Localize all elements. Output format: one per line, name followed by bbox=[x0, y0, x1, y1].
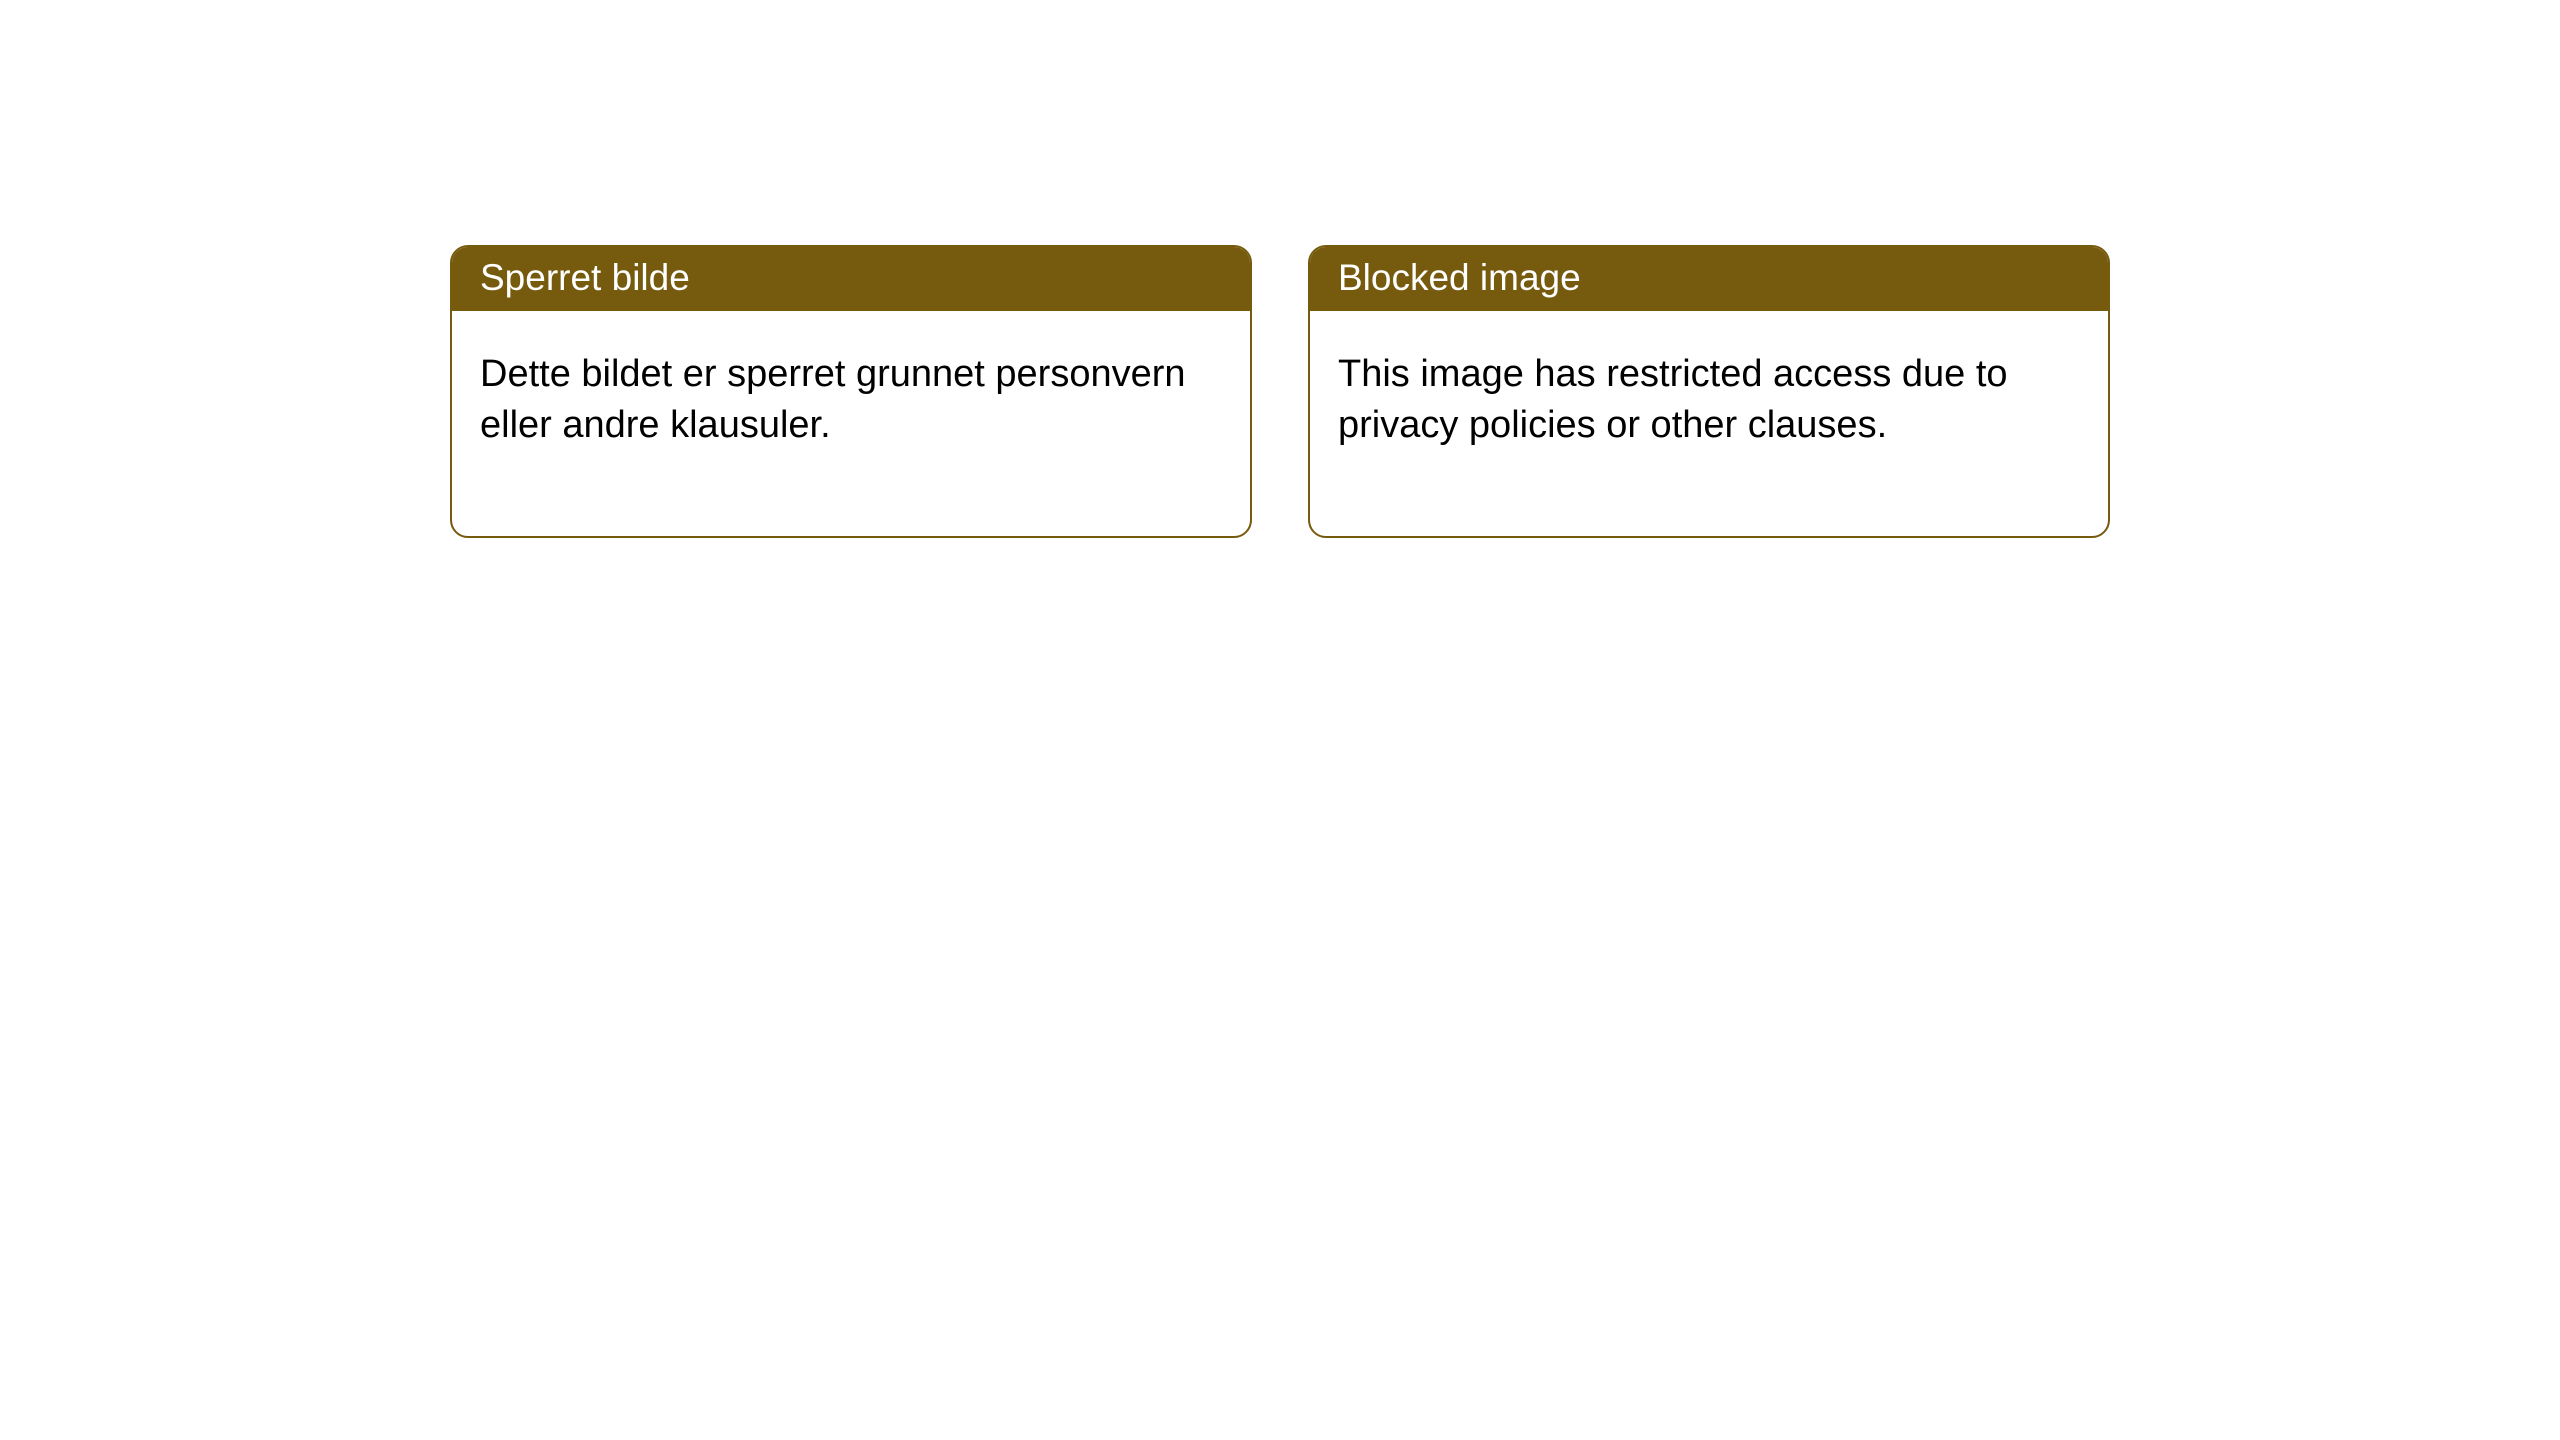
notice-container: Sperret bilde Dette bildet er sperret gr… bbox=[0, 0, 2560, 538]
notice-header: Blocked image bbox=[1310, 247, 2108, 311]
notice-box-norwegian: Sperret bilde Dette bildet er sperret gr… bbox=[450, 245, 1252, 538]
notice-header: Sperret bilde bbox=[452, 247, 1250, 311]
notice-box-english: Blocked image This image has restricted … bbox=[1308, 245, 2110, 538]
notice-body: This image has restricted access due to … bbox=[1310, 311, 2108, 536]
notice-body: Dette bildet er sperret grunnet personve… bbox=[452, 311, 1250, 536]
